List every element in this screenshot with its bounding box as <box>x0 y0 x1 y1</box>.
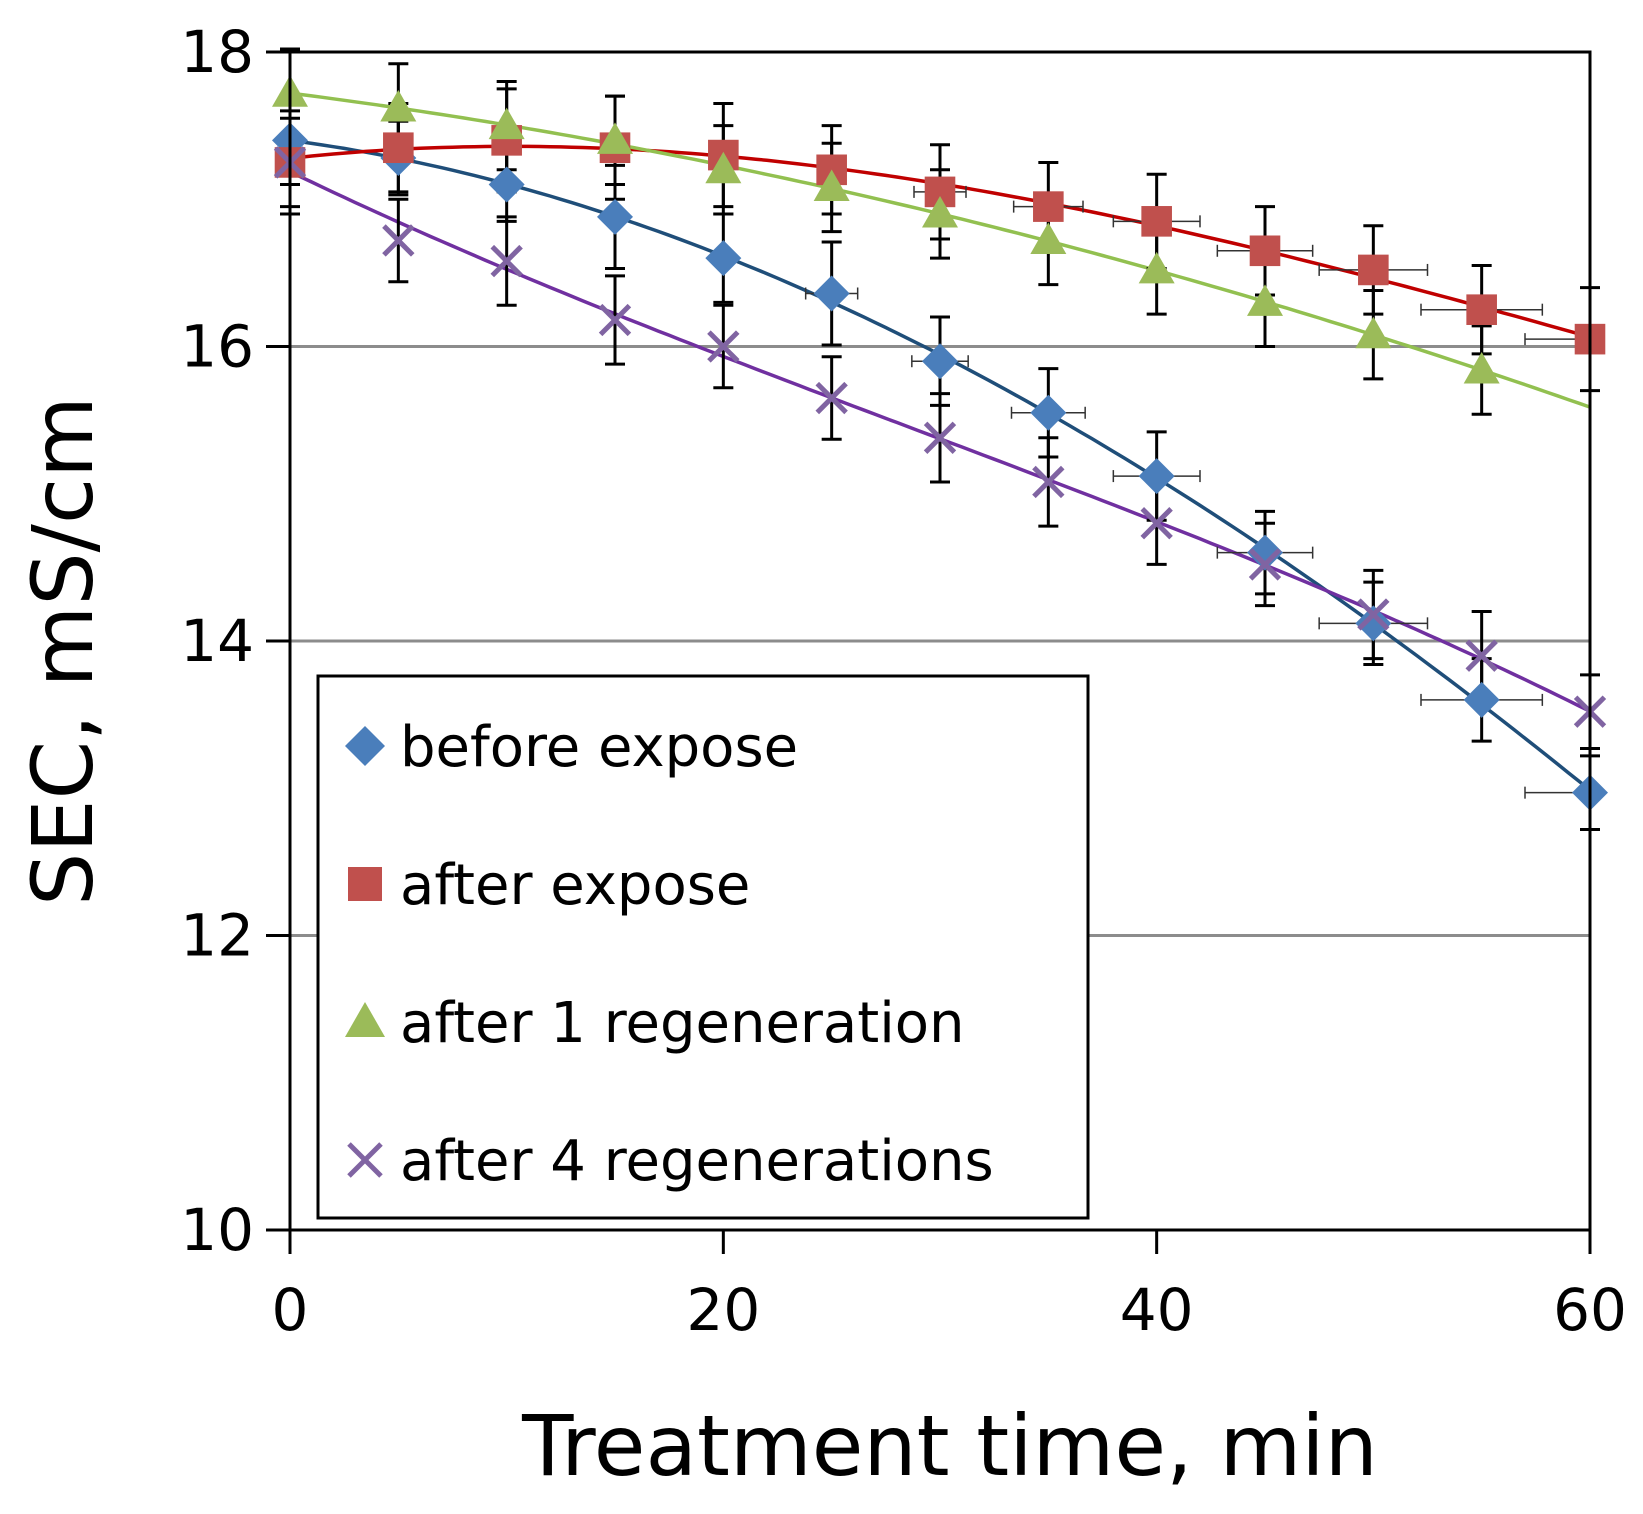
data-point <box>1249 235 1281 267</box>
y-tick-label: 14 <box>180 607 254 675</box>
data-point <box>1463 681 1500 718</box>
data-point <box>488 107 525 140</box>
legend-label: after 1 regeneration <box>400 991 965 1056</box>
data-point <box>345 1002 385 1037</box>
x-tick-label: 60 <box>1553 1276 1627 1344</box>
data-point <box>1355 605 1392 642</box>
data-point <box>1247 534 1283 571</box>
data-point <box>813 169 850 201</box>
data-point <box>598 303 632 337</box>
data-point <box>383 132 414 164</box>
data-point <box>1358 254 1389 286</box>
data-point <box>1355 316 1392 349</box>
y-tick-label: 10 <box>180 1196 254 1264</box>
data-point <box>705 240 742 277</box>
data-point <box>488 166 525 203</box>
data-point <box>348 867 382 901</box>
data-point <box>705 151 742 184</box>
data-point <box>815 381 848 415</box>
legend-item: after 4 regenerations <box>347 1129 994 1194</box>
data-point <box>1140 507 1173 540</box>
data-point <box>1357 598 1390 631</box>
x-axis-title: Treatment time, min <box>521 1397 1378 1495</box>
data-point <box>380 89 417 122</box>
data-point <box>922 343 958 380</box>
data-point <box>1141 206 1172 237</box>
data-point <box>1030 222 1067 254</box>
data-point <box>1033 191 1064 222</box>
data-point <box>597 122 633 154</box>
data-point <box>597 198 633 235</box>
data-point <box>1465 639 1498 672</box>
x-tick-label: 40 <box>1120 1276 1194 1344</box>
legend-label: after expose <box>400 853 750 918</box>
data-point <box>923 421 957 454</box>
y-tick-label: 16 <box>180 313 254 381</box>
legend-item: before expose <box>345 715 798 780</box>
legend-item: after expose <box>348 853 750 918</box>
x-tick-label: 0 <box>272 1276 309 1344</box>
data-point <box>345 726 385 766</box>
data-point <box>922 195 958 228</box>
data-point <box>1138 251 1175 284</box>
y-tick-labels: 10 12 14 16 18 <box>180 18 254 1264</box>
data-point <box>1466 294 1497 325</box>
data-point <box>1138 458 1175 495</box>
data-point <box>1247 284 1283 316</box>
y-tick-label: 18 <box>180 18 254 86</box>
data-point <box>490 244 523 278</box>
y-axis-title: SEC, mS/cm <box>14 396 112 906</box>
data-point <box>1248 548 1282 581</box>
legend-label: before expose <box>400 715 798 780</box>
legend: before expose after expose after 1 regener… <box>316 674 1090 1220</box>
legend-item: after 1 regeneration <box>345 991 965 1056</box>
x-tick-label: 20 <box>686 1276 760 1344</box>
data-point <box>382 224 415 257</box>
data-point <box>347 1142 383 1178</box>
x-tick-labels: 0 20 40 60 <box>272 1276 1627 1344</box>
data-point <box>707 330 740 363</box>
data-point <box>1463 352 1500 384</box>
data-point <box>1030 394 1067 431</box>
legend-label: after 4 regenerations <box>400 1129 994 1194</box>
y-tick-label: 12 <box>180 902 254 970</box>
axis-ticks <box>266 50 1592 1254</box>
data-point <box>813 275 850 312</box>
legend-box <box>316 674 1090 1220</box>
data-point <box>1032 465 1065 499</box>
